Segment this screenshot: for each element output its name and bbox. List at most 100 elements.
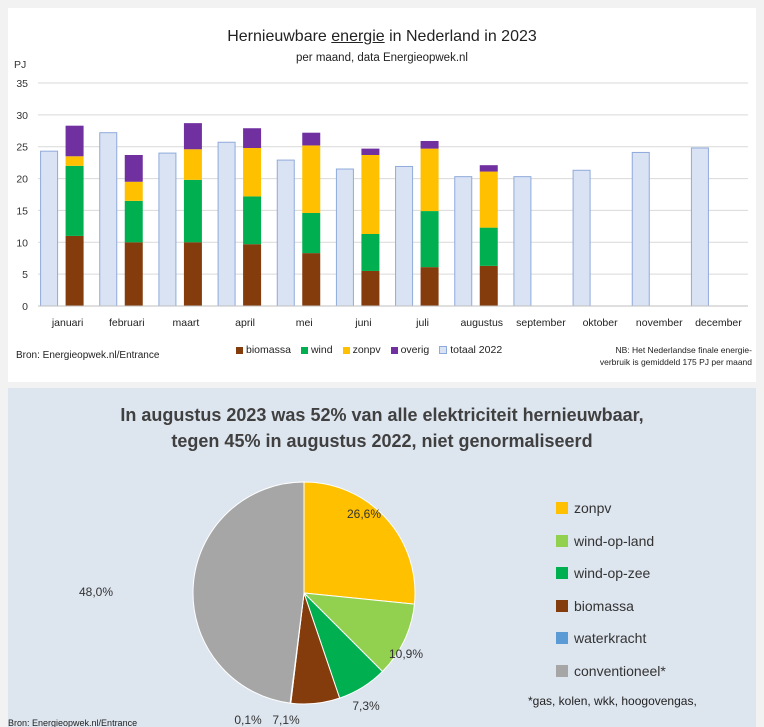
pie-chart-source: Bron: Energieopwek.nl/Entrance: [8, 718, 138, 727]
bar-overig: [302, 132, 321, 146]
legend-label: overig: [400, 344, 430, 356]
bar-totaal-2022: [395, 165, 414, 307]
legend-swatch: [556, 567, 568, 580]
bar-totaal-2022: [572, 169, 591, 307]
legend-swatch: [556, 502, 568, 515]
legend-label: zonpv: [574, 500, 612, 517]
bar-zonpv: [302, 145, 321, 213]
bar-overig: [243, 128, 262, 148]
bar-wind: [361, 234, 380, 271]
pie-chart-legend: zonpv wind-op-land wind-op-zee biomassa wate…: [556, 492, 666, 687]
bar-chart-note: NB: Het Nederlandse finale energie-verbr…: [599, 345, 752, 367]
legend-label: biomassa: [246, 344, 291, 356]
bar-wind: [65, 165, 84, 236]
bar-zonpv: [361, 154, 380, 235]
bar-totaal-2022: [99, 132, 118, 307]
x-tick-label: september: [516, 317, 566, 329]
x-tick-label: juni: [354, 317, 371, 329]
legend-label: wind-op-land: [574, 532, 655, 549]
pie-legend-item-wind-op-zee: wind-op-zee: [556, 557, 666, 590]
bar-chart-subtitle: per maand, data Energieopwek.nl: [296, 52, 468, 64]
legend-label: zonpv: [352, 344, 381, 356]
legend-label: totaal 2022: [450, 344, 503, 356]
legend-label: wind-op-zee: [574, 565, 651, 582]
pie-chart-panel: In augustus 2023 was 52% van alle elektr…: [8, 388, 756, 727]
bar-chart: 0 5 10 15 20 25 30 35 PJ januari februari maart apri…: [14, 59, 748, 329]
bar-totaal-2022: [158, 152, 177, 307]
pie-slice-zonpv: [303, 481, 416, 605]
legend-swatch: [439, 346, 448, 354]
bar-totaal-2022: [217, 141, 236, 307]
y-tick-label: 15: [16, 205, 28, 217]
bar-chart-source: Bron: Energieopwek.nl/Entrance: [16, 350, 160, 361]
x-tick-label: oktober: [583, 317, 619, 329]
bar-zonpv: [479, 171, 498, 228]
bar-wind: [302, 212, 321, 254]
x-tick-label: maart: [172, 317, 199, 329]
legend-swatch: [390, 346, 398, 354]
y-tick-label: 35: [16, 78, 28, 90]
pie-legend-item-waterkracht: waterkracht: [556, 622, 666, 655]
y-tick-label: 10: [16, 237, 28, 249]
x-tick-label: februari: [109, 317, 145, 329]
bar-wind: [183, 179, 202, 243]
bar-biomassa: [65, 235, 84, 306]
legend-item-overig: overig: [390, 344, 430, 356]
legend-item-biomassa: biomassa: [236, 344, 291, 356]
bar-totaal-2022: [335, 168, 354, 307]
bar-biomassa: [183, 242, 202, 306]
pie-label: 26,6%: [347, 507, 381, 521]
pie-legend-item-zonpv: zonpv: [556, 492, 666, 525]
bar-zonpv: [183, 149, 202, 180]
pie-legend-item-wind-op-land: wind-op-land: [556, 525, 666, 558]
bar-zonpv: [243, 147, 262, 197]
bar-overig: [361, 148, 380, 155]
bar-overig: [479, 165, 498, 172]
y-tick-label: 30: [16, 110, 28, 122]
pie-slice-conventioneel: [192, 481, 305, 704]
bar-biomassa: [302, 253, 321, 306]
bar-wind: [243, 196, 262, 245]
bar-overig: [124, 154, 143, 182]
pie-label: 0,1%: [234, 713, 262, 727]
legend-swatch: [556, 599, 568, 612]
bar-overig: [420, 140, 439, 149]
legend-item-wind: wind: [300, 344, 333, 356]
pie-chart-title: In augustus 2023 was 52% van alle elektr…: [120, 405, 644, 451]
pie-label: 48,0%: [79, 585, 113, 599]
bar-wind: [479, 227, 498, 266]
pie-legend-item-conventioneel: conventioneel*: [556, 655, 666, 688]
bar-biomassa: [124, 242, 143, 306]
bar-biomassa: [479, 265, 498, 306]
bar-wind: [124, 200, 143, 243]
x-tick-label: juli: [415, 317, 429, 329]
x-tick-label: april: [235, 317, 255, 329]
y-tick-label: 25: [16, 142, 28, 154]
x-tick-label: augustus: [460, 317, 503, 329]
pie-chart-footnote: *gas, kolen, wkk, hoogovengas,: [528, 694, 697, 708]
bar-totaal-2022: [454, 176, 473, 307]
x-tick-label: januari: [51, 317, 84, 329]
pie-chart: 26,6% 10,9% 7,3% 7,1% 0,1% 48,0%: [79, 481, 423, 727]
y-tick-label: 20: [16, 174, 28, 186]
bar-zonpv: [420, 148, 439, 212]
bar-totaal-2022: [631, 151, 650, 307]
x-tick-label: mei: [296, 317, 313, 329]
y-tick-label: 0: [22, 301, 28, 313]
bar-wind: [420, 211, 439, 268]
pie-label: 7,3%: [352, 699, 380, 713]
bar-totaal-2022: [40, 150, 59, 307]
legend-label: conventioneel*: [574, 662, 666, 679]
bar-zonpv: [124, 181, 143, 201]
y-axis-label: PJ: [14, 59, 26, 71]
pie-slice-wind-op-land: [302, 592, 415, 673]
legend-swatch: [556, 534, 568, 547]
y-tick-label: 5: [22, 269, 28, 281]
pie-label: 7,1%: [272, 713, 300, 727]
legend-label: waterkracht: [574, 630, 647, 647]
pie-legend-item-biomassa: biomassa: [556, 590, 666, 623]
bar-chart-panel: Hernieuwbare energie in Nederland in 202…: [8, 8, 756, 382]
pie-label: 10,9%: [389, 647, 423, 661]
legend-item-zonpv: zonpv: [342, 344, 381, 356]
